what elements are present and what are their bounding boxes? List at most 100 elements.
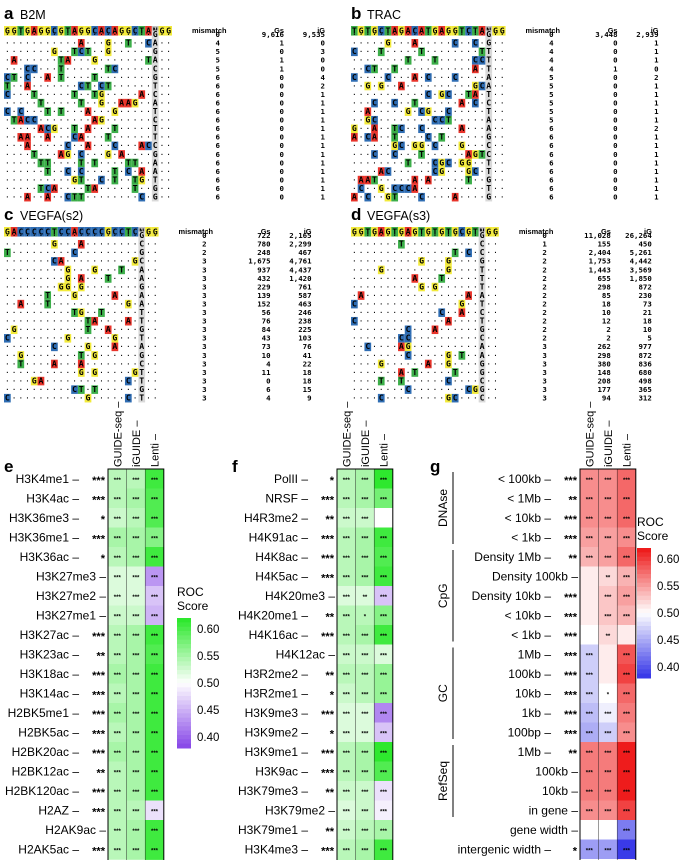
match-dot: · xyxy=(112,157,117,167)
match-dot: · xyxy=(25,55,30,65)
gs-count: 0 xyxy=(613,141,617,150)
mismatch-base: C xyxy=(126,393,131,403)
heatmap-cell xyxy=(126,664,146,684)
heatmap-cell xyxy=(617,703,636,723)
match-dot: · xyxy=(52,132,57,142)
mismatch-count: 3 xyxy=(202,394,206,403)
match-dot: · xyxy=(385,350,390,360)
cell-significance: *** xyxy=(604,770,612,776)
ig-count: 3 xyxy=(321,47,325,56)
match-dot: · xyxy=(18,375,23,385)
pam-box xyxy=(138,359,146,369)
heatmap-row-label: H2BK5ac – xyxy=(18,725,79,739)
mismatch-base-box xyxy=(478,81,486,91)
match-dot: · xyxy=(399,38,404,48)
mismatch-base: T xyxy=(86,183,91,193)
match-dot: · xyxy=(146,166,151,176)
target-base: N xyxy=(480,226,485,236)
match-dot: · xyxy=(412,384,417,394)
mismatch-count: 3 xyxy=(542,351,546,360)
cell-significance: *** xyxy=(114,595,122,601)
target-base: G xyxy=(12,25,17,35)
match-dot: · xyxy=(146,183,151,193)
mismatch-base: T xyxy=(45,290,50,300)
cell-significance: *** xyxy=(132,556,140,562)
panel-label: d xyxy=(351,205,361,224)
match-dot: · xyxy=(99,149,104,159)
match-dot: · xyxy=(72,63,77,73)
mismatch-base-box xyxy=(465,291,472,300)
match-dot: · xyxy=(433,393,438,403)
match-dot: · xyxy=(133,290,138,300)
ig-count: 1,850 xyxy=(630,274,652,283)
colorbar-step xyxy=(637,578,651,584)
match-dot: · xyxy=(453,115,458,125)
match-dot: · xyxy=(79,324,84,334)
mismatch-base-box xyxy=(111,334,119,343)
match-dot: · xyxy=(500,183,505,193)
gs-count: 1,753 xyxy=(589,257,611,266)
match-dot: · xyxy=(365,256,370,266)
match-dot: · xyxy=(399,149,404,159)
match-dot: · xyxy=(359,192,364,202)
gs-count: 0 xyxy=(280,141,284,150)
match-dot: · xyxy=(38,239,43,249)
row-significance: *** xyxy=(92,475,106,487)
heatmap-cell xyxy=(598,566,618,586)
match-dot: · xyxy=(86,174,91,184)
match-dot: · xyxy=(379,239,384,249)
target-base: G xyxy=(500,25,505,35)
heatmap-cell xyxy=(337,566,356,586)
cell-significance: *** xyxy=(623,556,631,562)
cell-significance: *** xyxy=(114,673,122,679)
heatmap-cell xyxy=(580,703,599,723)
match-dot: · xyxy=(133,324,138,334)
match-dot: · xyxy=(112,298,117,308)
ig-count: 1 xyxy=(321,116,326,125)
match-dot: · xyxy=(419,307,424,317)
match-dot: · xyxy=(45,281,50,291)
panel-label: b xyxy=(351,4,361,23)
match-dot: · xyxy=(365,97,370,107)
target-base-box xyxy=(438,26,446,36)
match-dot: · xyxy=(166,80,171,90)
cell-significance: *** xyxy=(132,536,140,542)
match-dot: · xyxy=(65,230,70,240)
mismatch-base: C xyxy=(399,140,404,150)
mismatch-base-box xyxy=(445,90,452,99)
pam-base: C xyxy=(139,358,144,368)
match-dot: · xyxy=(426,273,431,283)
mismatch-base: C xyxy=(79,166,84,176)
mismatch-base: C xyxy=(379,393,384,403)
match-dot: · xyxy=(439,324,444,334)
match-dot: · xyxy=(146,256,151,266)
heatmap-cell xyxy=(126,586,146,606)
match-dot: · xyxy=(72,333,77,343)
match-dot: · xyxy=(385,264,390,274)
match-dot: · xyxy=(38,290,43,300)
match-dot: · xyxy=(12,89,17,99)
match-dot: · xyxy=(466,63,471,73)
mismatch-base: G xyxy=(392,140,397,150)
mismatch-base-box xyxy=(404,334,412,343)
mismatch-count: 2 xyxy=(202,248,206,257)
match-dot: · xyxy=(126,239,131,249)
match-dot: · xyxy=(493,132,498,142)
table-header: iG xyxy=(317,26,325,35)
mismatch-base-box xyxy=(364,175,372,185)
mismatch-count: 3 xyxy=(202,308,206,317)
target-base-box xyxy=(64,26,72,36)
match-dot: · xyxy=(38,384,43,394)
mismatch-base: T xyxy=(38,157,43,167)
match-dot: · xyxy=(166,174,171,184)
match-dot: · xyxy=(153,384,158,394)
match-dot: · xyxy=(32,72,37,82)
match-dot: · xyxy=(486,290,491,300)
target-base: G xyxy=(25,25,30,35)
heatmap-cell xyxy=(355,625,375,645)
mismatch-base-box xyxy=(84,184,92,193)
match-dot: · xyxy=(25,183,30,193)
match-dot: · xyxy=(59,115,64,125)
mismatch-base: A xyxy=(365,174,370,184)
match-dot: · xyxy=(493,264,498,274)
